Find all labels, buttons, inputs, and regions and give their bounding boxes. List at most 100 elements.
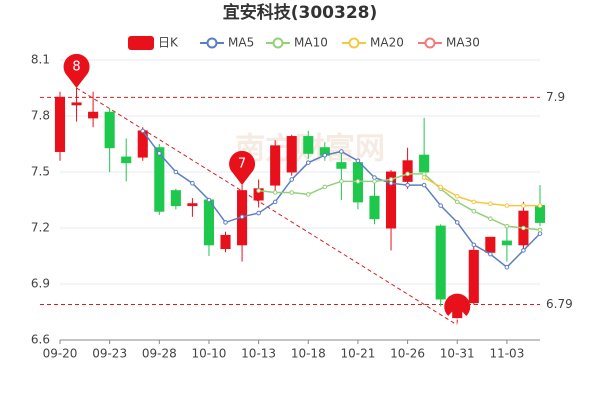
ma-point — [405, 182, 410, 188]
ma-point — [421, 175, 427, 180]
ma-point — [305, 192, 311, 197]
ma-point — [488, 251, 493, 257]
x-tick-label: 09-28 — [142, 347, 177, 361]
trend-line — [76, 87, 458, 326]
annotation-label: 7 — [238, 157, 246, 172]
y-tick-label: 7.8 — [31, 109, 50, 123]
y-tick-label: 7.2 — [31, 221, 50, 235]
ma-point — [289, 177, 295, 182]
ma-point — [322, 184, 328, 190]
ma-point — [388, 177, 394, 182]
annotation-pin — [63, 53, 90, 88]
x-tick-label: 11-03 — [489, 347, 524, 361]
ma-point — [355, 179, 361, 184]
candle-body — [270, 145, 281, 186]
y-tick-label: 6.9 — [31, 277, 50, 291]
ma-point — [355, 158, 361, 164]
x-tick-label: 09-20 — [43, 347, 78, 361]
reference-label: 6.79 — [546, 297, 573, 311]
annotation-pin — [229, 150, 256, 186]
candle-body — [203, 199, 215, 246]
ma-point — [521, 248, 526, 253]
ma-point — [454, 220, 460, 225]
y-tick-label: 8.1 — [31, 53, 50, 67]
chart-title: 宜安科技(300328) — [223, 2, 378, 23]
ma-point — [305, 160, 311, 165]
ma-point — [504, 264, 510, 270]
candle-body — [435, 225, 446, 300]
ma-point — [421, 182, 427, 188]
legend-marker — [348, 37, 360, 49]
ma-point — [372, 179, 377, 184]
annotation-label: 7 — [453, 318, 461, 333]
ma-point — [521, 225, 526, 231]
ma-point — [454, 193, 460, 199]
legend-swatch — [128, 36, 154, 50]
candle-body — [534, 205, 546, 223]
candle-body — [468, 249, 479, 304]
legend-label: MA10 — [294, 36, 328, 50]
ma-point — [537, 231, 543, 236]
legend-label: MA5 — [228, 36, 254, 50]
ma-point — [272, 190, 278, 195]
reference-label: 7.9 — [546, 90, 565, 104]
candle-body — [54, 96, 66, 152]
x-tick-label: 10-18 — [291, 347, 326, 361]
ma-point — [206, 197, 212, 203]
candle-body — [220, 234, 231, 250]
ma-point — [521, 203, 526, 208]
candle-body — [485, 236, 496, 253]
ma-point — [239, 214, 245, 220]
ma-point — [471, 199, 477, 205]
candle-body — [154, 147, 165, 212]
candle-body — [71, 102, 82, 106]
ma-point — [438, 184, 443, 190]
ma-point — [471, 242, 477, 248]
legend-marker — [424, 37, 436, 49]
x-tick-label: 10-26 — [390, 347, 425, 361]
ma-point — [454, 199, 460, 205]
ma-point — [488, 216, 493, 221]
ma-point — [289, 190, 295, 195]
ma-point — [438, 203, 443, 208]
candle-body — [385, 171, 397, 229]
legend-label: 日K — [158, 36, 179, 50]
x-tick-label: 10-31 — [440, 347, 475, 361]
ma-point — [471, 208, 477, 214]
annotation-pin — [444, 293, 471, 316]
ma-point — [421, 171, 427, 177]
y-tick-label: 7.5 — [31, 165, 50, 179]
ma-point — [173, 169, 179, 175]
candle-body — [501, 240, 512, 246]
ma-point — [537, 227, 543, 233]
candle-body — [104, 111, 115, 149]
legend-marker — [206, 37, 218, 49]
x-tick-label: 10-21 — [340, 347, 375, 361]
ma-point — [504, 203, 510, 208]
ma-point — [504, 223, 510, 229]
ma-point — [339, 149, 344, 154]
candle-body — [286, 136, 297, 173]
ma-point — [157, 151, 162, 156]
ma-point — [223, 220, 228, 225]
ma-point — [537, 203, 543, 208]
annotation-label: 8 — [72, 60, 80, 75]
x-tick-label: 09-23 — [92, 347, 127, 361]
ma-line — [423, 176, 540, 207]
candle-body — [88, 111, 99, 119]
legend-label: MA20 — [370, 36, 404, 50]
ma-point — [388, 180, 394, 186]
ma-point — [140, 128, 146, 134]
ma-point — [339, 179, 344, 184]
legend-label: MA30 — [446, 36, 480, 50]
candle-body — [303, 136, 314, 154]
legend-marker — [272, 37, 284, 49]
ma-point — [372, 175, 377, 180]
candle-body — [187, 203, 198, 207]
y-tick-label: 6.6 — [31, 333, 50, 347]
ma-point — [488, 201, 493, 207]
ma-point — [256, 188, 261, 193]
ma-line — [258, 173, 541, 231]
ma-point — [272, 199, 278, 205]
